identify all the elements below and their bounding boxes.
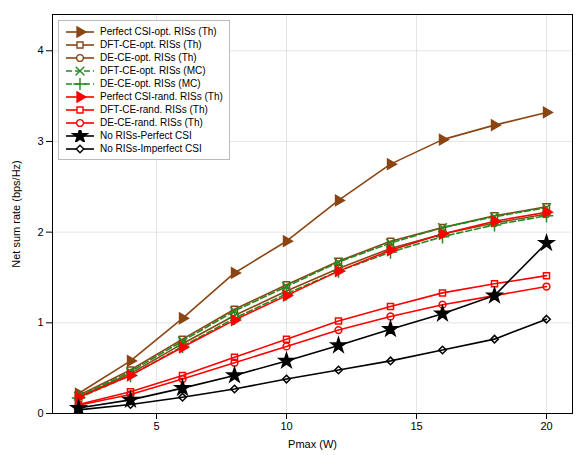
html-text:No RISs-Perfect CSI: No RISs-Perfect CSI: [100, 130, 192, 141]
html-text:DE-CE-opt. RISs (Th): DE-CE-opt. RISs (Th): [100, 52, 197, 63]
svg-text:3: 3: [37, 135, 43, 147]
html-text:Perfect CSI-rand. RISs (Th): Perfect CSI-rand. RISs (Th): [100, 91, 223, 102]
html-text:Perfect CSI-opt. RISs (Th): Perfect CSI-opt. RISs (Th): [100, 26, 217, 37]
html-text:DFT-CE-opt. RISs (Th): DFT-CE-opt. RISs (Th): [100, 39, 202, 50]
svg-text:20: 20: [540, 420, 552, 432]
svg-text:5: 5: [153, 420, 159, 432]
svg-text:4: 4: [37, 44, 43, 56]
html-text:DFT-CE-opt. RISs (MC): DFT-CE-opt. RISs (MC): [100, 65, 206, 76]
svg-text:Net sum rate (bps/Hz): Net sum rate (bps/Hz): [10, 160, 22, 268]
svg-text:10: 10: [280, 420, 292, 432]
svg-text:15: 15: [410, 420, 422, 432]
html-text:No RISs-Imperfect CSI: No RISs-Imperfect CSI: [100, 143, 202, 154]
svg-text:1: 1: [37, 316, 43, 328]
html-text:DFT-CE-rand. RISs (Th): DFT-CE-rand. RISs (Th): [100, 104, 208, 115]
html-text:DE-CE-opt. RISs (MC): DE-CE-opt. RISs (MC): [100, 78, 201, 89]
html-text:DE-CE-rand. RISs (Th): DE-CE-rand. RISs (Th): [100, 117, 203, 128]
svg-text:0: 0: [37, 407, 43, 419]
svg-text:2: 2: [37, 226, 43, 238]
svg-text:Pmax (W): Pmax (W): [288, 438, 337, 450]
